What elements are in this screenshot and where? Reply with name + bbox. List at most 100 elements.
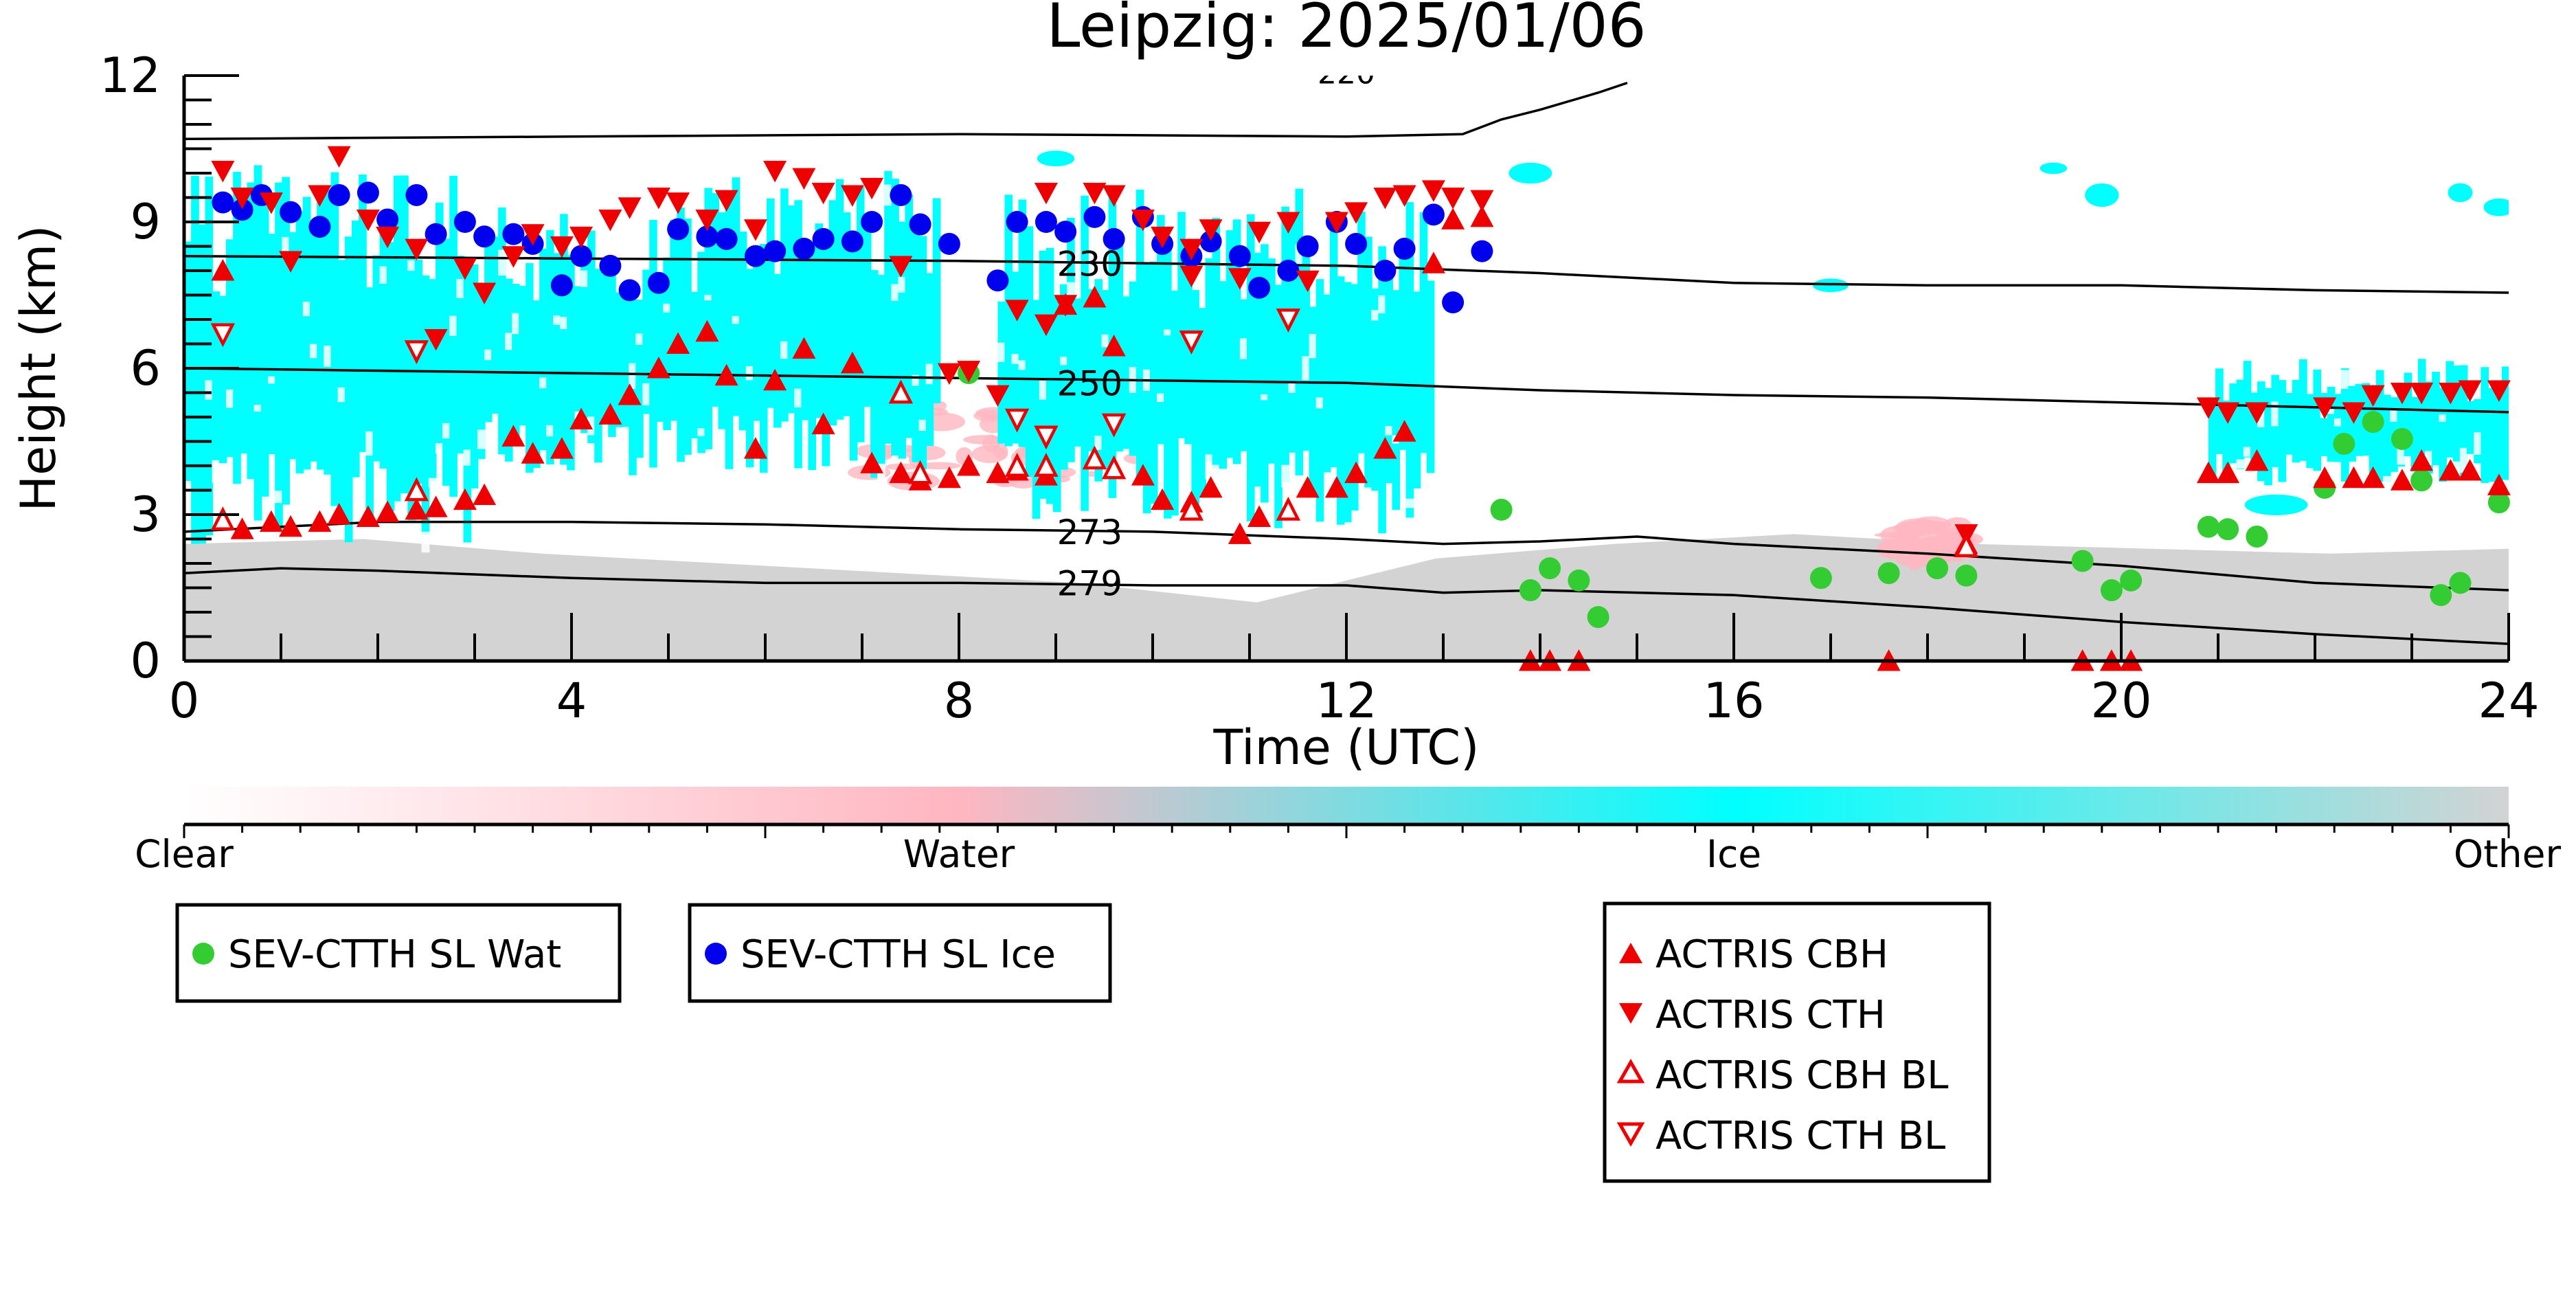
ice-class-column	[470, 264, 479, 489]
ice-class-column	[324, 190, 332, 475]
ice-class-column	[898, 221, 906, 459]
marker-actris-cbh-bl	[1101, 455, 1127, 480]
marker-sev-ctth-sl-ice	[328, 183, 350, 206]
ice-class-column	[330, 172, 339, 506]
clear-gap	[642, 383, 651, 405]
clear-gap	[400, 493, 409, 519]
clear-gap	[1405, 498, 1414, 508]
ice-class-column	[1246, 214, 1255, 521]
ice-class-column	[539, 248, 547, 451]
marker-sev-ctth-sl-ice	[812, 227, 835, 250]
ice-class-column	[519, 285, 527, 426]
ice-class-column	[218, 295, 227, 464]
marker-actris-cth	[618, 197, 642, 219]
marker-actris-cth	[2439, 383, 2463, 405]
marker-sev-ctth-sl-ice	[1374, 260, 1397, 282]
ice-class-column	[2306, 394, 2314, 469]
marker-actris-cbh	[259, 510, 283, 532]
marker-actris-cbh	[1102, 335, 1126, 357]
ice-class-column	[2320, 392, 2329, 456]
marker-actris-cbh	[453, 488, 477, 510]
ice-class-column	[1274, 284, 1283, 528]
ice-class-column	[1329, 216, 1338, 467]
marker-sev-ctth-sl-ice	[453, 211, 476, 233]
marker-actris-cth	[763, 161, 787, 183]
marker-sev-ctth-sl-ice	[425, 223, 447, 245]
legend-entry-sev-ice: SEV-CTTH SL Ice	[741, 932, 1056, 977]
clear-gap	[891, 284, 899, 301]
ice-class-column	[2243, 361, 2252, 458]
ice-class-column	[2299, 359, 2307, 461]
marker-actris-cbh	[1441, 207, 1465, 229]
marker-sev-ctth-sl-ice	[938, 232, 960, 255]
ice-class-column	[1067, 217, 1075, 462]
marker-sev-ctth-sl-ice	[744, 245, 767, 267]
marker-actris-cbh	[2361, 466, 2385, 489]
marker-actris-cbh-bl	[1276, 496, 1301, 521]
ice-class-column	[863, 219, 872, 407]
ice-class-column	[656, 283, 664, 422]
marker-actris-cth	[1228, 268, 1252, 290]
marker-actris-cbh	[2196, 461, 2220, 484]
marker-actris-cth	[1441, 188, 1465, 210]
marker-sev-ctth-sl-ice	[618, 279, 641, 302]
marker-actris-cbh	[860, 451, 884, 473]
ice-class-column	[1309, 306, 1318, 495]
ice-class-column	[822, 229, 831, 467]
marker-actris-cth	[279, 251, 303, 273]
marker-actris-cth	[2458, 380, 2482, 402]
marker-actris-cbh	[501, 425, 526, 447]
marker-actris-cbh	[1296, 475, 1320, 498]
ice-class-column	[198, 224, 206, 544]
marker-actris-cbh-bl	[1082, 445, 1107, 470]
marker-actris-cth	[1470, 190, 1494, 212]
legend-box	[1603, 901, 1991, 1183]
ice-class-column	[1157, 215, 1165, 445]
clear-gap	[898, 276, 906, 293]
ice-class-column	[253, 165, 262, 521]
marker-actris-cth	[646, 188, 670, 210]
marker-actris-cth	[424, 328, 448, 351]
ice-class-column	[828, 200, 837, 426]
clear-gap	[435, 442, 444, 453]
ice-class-column	[1232, 219, 1241, 464]
ice-class-column	[1171, 291, 1179, 516]
ice-class-column	[905, 194, 914, 438]
ice-class-column	[2474, 398, 2482, 464]
water-class-patch	[971, 445, 1008, 463]
x-tick-label: 0	[169, 673, 200, 729]
marker-actris-cth	[598, 210, 622, 232]
marker-sev-ctth-sl-ice	[841, 230, 863, 253]
marker-actris-cth	[1296, 270, 1320, 293]
ice-class-column	[1378, 246, 1386, 534]
marker-actris-cbh	[1421, 251, 1445, 273]
ice-class-column	[2292, 379, 2301, 463]
marker-actris-cth	[2313, 397, 2337, 419]
water-class-patch	[1934, 536, 1970, 543]
clear-gap	[225, 389, 234, 408]
ice-class-column	[1351, 284, 1359, 511]
ice-class-column	[856, 187, 865, 442]
ice-class-column	[1149, 261, 1158, 504]
colorbar-label-water: Water	[903, 832, 1015, 876]
ice-class-column	[526, 263, 534, 473]
ice-class-column	[365, 287, 374, 522]
marker-actris-cbh	[1199, 475, 1223, 498]
ice-class-column	[1205, 258, 1214, 461]
legend-marker-sev-ice	[705, 943, 727, 965]
legend-marker-actris-cbh	[1619, 943, 1642, 963]
ice-class-column	[247, 182, 256, 480]
clear-gap	[1261, 394, 1269, 401]
clear-gap	[1039, 380, 1048, 400]
marker-sev-ctth-sl-ice	[647, 271, 670, 294]
clear-gap	[553, 315, 561, 325]
marker-sev-ctth-sl-wat	[1809, 567, 1832, 590]
marker-sev-ctth-sl-ice	[1083, 205, 1106, 228]
ice-class-column	[649, 220, 657, 468]
clear-gap	[2390, 409, 2398, 422]
clear-gap	[629, 363, 637, 389]
ice-class-column	[663, 257, 671, 431]
ice-class-column	[205, 177, 214, 536]
ice-class-column	[512, 284, 520, 438]
